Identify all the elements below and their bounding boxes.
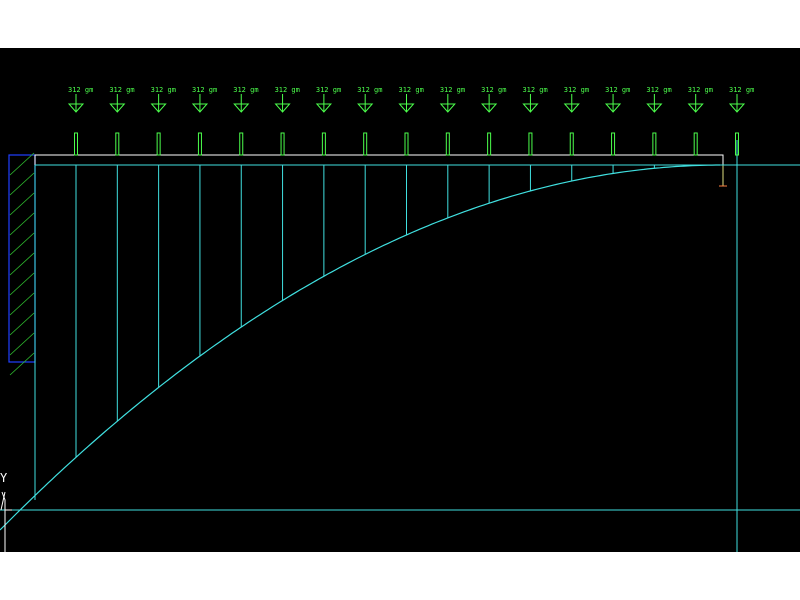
- load-label: 312 gm: [729, 86, 754, 94]
- load-arrow-head-icon: [150, 103, 167, 113]
- load-arrow-head-icon: [398, 103, 415, 113]
- load-arrow-head-icon: [191, 103, 209, 113]
- load-application-marker: [652, 132, 657, 156]
- hatch-line: [9, 292, 35, 316]
- hatch-line: [9, 272, 35, 296]
- load-group: 312 gm 312 gm 312 gm 312 gm 312 gm 312 gm 312 …: [67, 86, 754, 458]
- load-arrow-head-icon: [315, 103, 332, 113]
- hatch-line: [9, 152, 35, 176]
- load-label: 312 gm: [440, 86, 465, 94]
- load-label: 312 gm: [357, 86, 382, 94]
- load-application-marker: [569, 132, 574, 156]
- load-label: 312 gm: [399, 86, 424, 94]
- hatch-line: [9, 312, 35, 336]
- hatch-line: [9, 172, 35, 196]
- hatch-line: [9, 212, 35, 236]
- load-arrow-head-icon: [522, 103, 539, 113]
- load-arrow-head-icon: [109, 103, 126, 113]
- load-label: 312 gm: [522, 86, 547, 94]
- load-application-marker: [363, 132, 368, 156]
- hatch-line: [9, 252, 35, 276]
- load-label: 312 gm: [233, 86, 258, 94]
- load-label: 312 gm: [564, 86, 589, 94]
- beam-outline: [34, 154, 724, 166]
- ucs-icon: [0, 491, 12, 552]
- load-application-marker: [321, 132, 326, 156]
- load-label: 312 gm: [646, 86, 671, 94]
- load-label: 312 gm: [316, 86, 341, 94]
- load-application-marker: [280, 132, 285, 156]
- load-arrow-head-icon: [439, 103, 456, 113]
- load-arrow-head-icon: [357, 103, 374, 113]
- load-label: 312 gm: [109, 86, 134, 94]
- load-label: 312 gm: [192, 86, 217, 94]
- load-application-marker: [156, 132, 161, 156]
- cad-canvas[interactable]: 312 gm 312 gm 312 gm 312 gm 312 gm 312 gm 312 …: [0, 48, 800, 552]
- load-label: 312 gm: [688, 86, 713, 94]
- load-application-marker: [693, 132, 698, 156]
- load-arrow-head-icon: [604, 103, 622, 113]
- load-application-marker: [735, 132, 739, 156]
- load-arrow-head-icon: [274, 103, 291, 113]
- hatch-line: [9, 192, 35, 216]
- load-application-marker: [528, 132, 533, 156]
- load-application-marker: [487, 132, 492, 156]
- hatch-line: [9, 232, 35, 256]
- load-application-marker: [611, 132, 616, 156]
- load-arrow-head-icon: [67, 103, 85, 113]
- load-arrow-head-icon: [563, 103, 580, 113]
- load-arrow-head-icon: [687, 103, 704, 113]
- load-arrow-head-icon: [481, 103, 498, 113]
- deflection-curve: [0, 164, 720, 531]
- load-arrow-head-icon: [233, 103, 250, 113]
- load-arrow-head-icon: [646, 103, 663, 113]
- load-label: 312 gm: [275, 86, 300, 94]
- ucs-y-label: Y: [0, 471, 8, 485]
- hatch-line: [9, 332, 35, 356]
- load-label: 312 gm: [481, 86, 506, 94]
- load-application-marker: [404, 132, 409, 156]
- load-application-marker: [74, 132, 78, 156]
- load-arrow-head-icon: [728, 103, 746, 113]
- load-label: 312 gm: [605, 86, 630, 94]
- load-application-marker: [115, 132, 120, 156]
- hatch-line: [9, 352, 35, 376]
- load-application-marker: [197, 132, 202, 156]
- load-label: 312 gm: [151, 86, 176, 94]
- load-application-marker: [445, 132, 450, 156]
- load-label: 312 gm: [68, 86, 93, 94]
- load-application-marker: [239, 132, 244, 156]
- fixed-support: [8, 152, 36, 376]
